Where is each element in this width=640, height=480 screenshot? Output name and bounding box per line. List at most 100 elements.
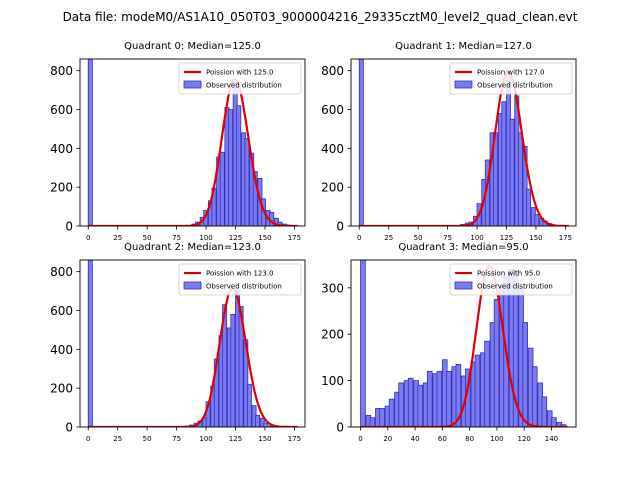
legend-bar-swatch (454, 281, 473, 290)
poisson-fit-line (88, 78, 298, 226)
histogram-bar (534, 213, 540, 226)
histogram-bar (360, 260, 366, 427)
x-tick-label: 0 (357, 234, 361, 242)
x-tick-label: 100 (199, 435, 212, 443)
figure-title: Data file: modeM0/AS1A10_050T03_90000042… (63, 10, 578, 24)
legend-label-observed: Observed distribution (206, 283, 282, 291)
legend-label-fit: Poission with 95.0 (477, 270, 540, 278)
histogram-bar (244, 138, 250, 226)
x-tick-label: 25 (113, 234, 122, 242)
x-tick-label: 100 (470, 234, 483, 242)
y-tick-label: 800 (321, 64, 344, 78)
x-tick-label: 120 (517, 435, 530, 443)
histogram-bar (268, 425, 274, 427)
x-tick-label: 25 (384, 234, 393, 242)
x-tick-label: 40 (411, 435, 420, 443)
y-tick-label: 0 (336, 421, 344, 435)
x-tick-label: 175 (288, 435, 301, 443)
histogram-bar (87, 59, 93, 226)
axes-frame (350, 259, 577, 428)
x-tick-label: 150 (529, 234, 542, 242)
x-tick-label: 125 (229, 435, 242, 443)
y-tick-label: 200 (50, 181, 73, 195)
histogram-bar (252, 171, 258, 226)
histogram-bar (230, 313, 236, 427)
quadrant-3-panel: 0 20 40 60 80 100 120 140 0 100 200 300 Quadrant 3: … (321, 242, 577, 443)
y-tick-label: 400 (50, 142, 73, 156)
y-tick-label: 0 (336, 220, 344, 234)
histogram-bar (455, 363, 462, 427)
legend-box (178, 62, 302, 95)
y-tick-label: 200 (50, 382, 73, 396)
histogram-bar (484, 340, 490, 427)
quadrant-2-panel: 0 25 50 75 100 125 150 175 0 200 400 600 800 Quadrant… (50, 242, 306, 443)
legend: Poission with 95.0 Observed distribution (449, 263, 573, 296)
histogram-bar (522, 145, 528, 226)
x-tick-label: 125 (500, 234, 513, 242)
y-tick-label: 400 (321, 142, 344, 156)
quadrant-title: Quadrant 2: Median=123.0 (124, 242, 261, 253)
legend-label-observed: Observed distribution (477, 283, 553, 291)
legend-label-observed: Observed distribution (477, 82, 553, 90)
legend-label-fit: Poission with 127.0 (477, 69, 545, 77)
x-tick-label: 175 (559, 234, 572, 242)
quadrant-0-panel: 0 25 50 75 100 125 150 175 0 200 400 600 800 Quadrant… (50, 41, 306, 242)
y-tick-label: 0 (65, 220, 73, 234)
legend-label-observed: Observed distribution (206, 82, 282, 90)
legend-label-fit: Poission with 123.0 (206, 270, 274, 278)
y-tick-label: 600 (321, 103, 344, 117)
legend-label-fit: Poission with 125.0 (206, 69, 274, 77)
axes-frame (79, 58, 306, 227)
y-tick-label: 400 (50, 343, 73, 357)
y-tick-label: 600 (50, 304, 73, 318)
x-tick-label: 50 (414, 234, 423, 242)
histogram-bar (398, 382, 404, 427)
x-tick-label: 75 (172, 435, 181, 443)
histogram-bar (228, 109, 233, 226)
histogram-bar (436, 370, 443, 427)
x-tick-label: 0 (358, 435, 362, 443)
x-tick-label: 75 (443, 234, 452, 242)
histogram-bar (509, 118, 515, 226)
x-tick-label: 100 (199, 234, 212, 242)
histogram-bar (388, 398, 395, 427)
histogram-bar (263, 422, 269, 427)
y-tick-label: 800 (50, 64, 73, 78)
y-tick-label: 100 (321, 374, 344, 388)
x-tick-label: 100 (490, 435, 503, 443)
histogram-bar (517, 132, 523, 226)
histogram-bar (522, 322, 528, 427)
x-tick-label: 125 (229, 234, 242, 242)
histogram-bar (501, 101, 507, 226)
quadrant-title: Quadrant 1: Median=127.0 (395, 41, 532, 52)
histogram-bar (417, 384, 423, 427)
histogram-bar (358, 59, 364, 226)
histogram-bar (407, 377, 414, 427)
legend-box (449, 62, 573, 95)
y-tick-label: 800 (50, 265, 73, 279)
histogram-bar (541, 396, 548, 427)
histogram-bar (369, 417, 376, 427)
histogram-bar (255, 414, 261, 427)
x-tick-label: 50 (143, 435, 152, 443)
x-tick-label: 50 (143, 234, 152, 242)
y-tick-label: 300 (321, 281, 344, 295)
histogram-bar (246, 383, 252, 427)
legend-bar-swatch (454, 80, 473, 89)
histogram-bar (493, 299, 500, 427)
x-tick-label: 20 (383, 435, 392, 443)
x-tick-label: 0 (86, 435, 90, 443)
quadrant-title: Quadrant 3: Median=95.0 (398, 242, 528, 253)
poisson-fit-line (360, 265, 568, 427)
histogram-bar (551, 417, 557, 427)
axes-frame (350, 58, 577, 227)
x-tick-label: 60 (438, 435, 447, 443)
x-tick-label: 150 (258, 435, 271, 443)
x-tick-label: 0 (86, 234, 90, 242)
x-tick-label: 140 (545, 435, 558, 443)
legend-box (449, 263, 573, 296)
legend-bar-swatch (183, 80, 202, 89)
x-tick-label: 25 (113, 435, 122, 443)
y-tick-label: 0 (65, 421, 73, 435)
